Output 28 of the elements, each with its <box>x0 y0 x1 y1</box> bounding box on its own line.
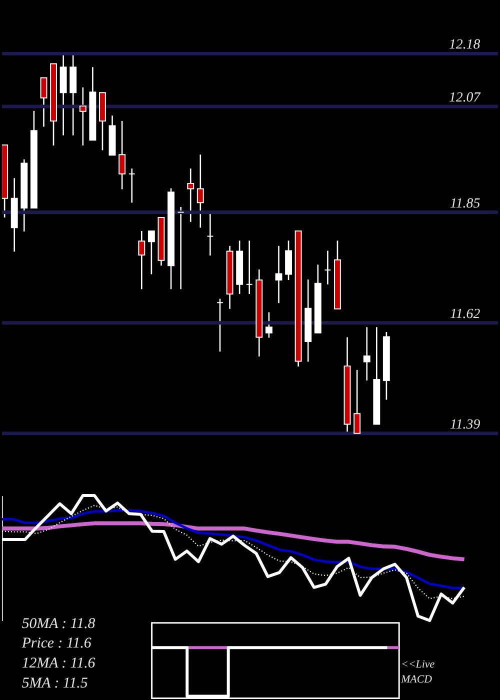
text: 5MA : 11.5 <box>22 675 88 692</box>
candlestick <box>128 168 136 204</box>
ref-line-label: 11.62 <box>450 306 480 322</box>
ref-line-label: 12.18 <box>448 38 480 53</box>
text: Price : 11.6 <box>20 636 92 652</box>
ref-line-label: 12.07 <box>448 90 482 106</box>
candlestick <box>246 240 253 295</box>
ref-line-label: 11.39 <box>450 417 480 432</box>
annotation: 50MA : 11.8 <box>22 616 96 632</box>
candlestick <box>285 240 292 281</box>
text: <<Live MACD <box>400 658 435 686</box>
candlestick <box>177 206 184 290</box>
candlestick <box>196 154 204 228</box>
candlestick <box>275 245 282 304</box>
candlestick <box>206 212 214 256</box>
candlestick <box>324 250 332 286</box>
candlestick <box>118 120 126 190</box>
candlestick <box>148 230 155 275</box>
candlestick <box>138 230 146 290</box>
text: 12MA : 11.6 <box>22 655 96 672</box>
candlestick <box>354 369 361 434</box>
candlestick <box>265 312 272 338</box>
candlestick <box>363 326 370 382</box>
candlestick <box>40 77 48 128</box>
candlestick <box>79 86 86 146</box>
candlestick <box>187 168 194 223</box>
ref-line-label: 11.85 <box>450 196 480 212</box>
candlestick <box>216 298 224 352</box>
